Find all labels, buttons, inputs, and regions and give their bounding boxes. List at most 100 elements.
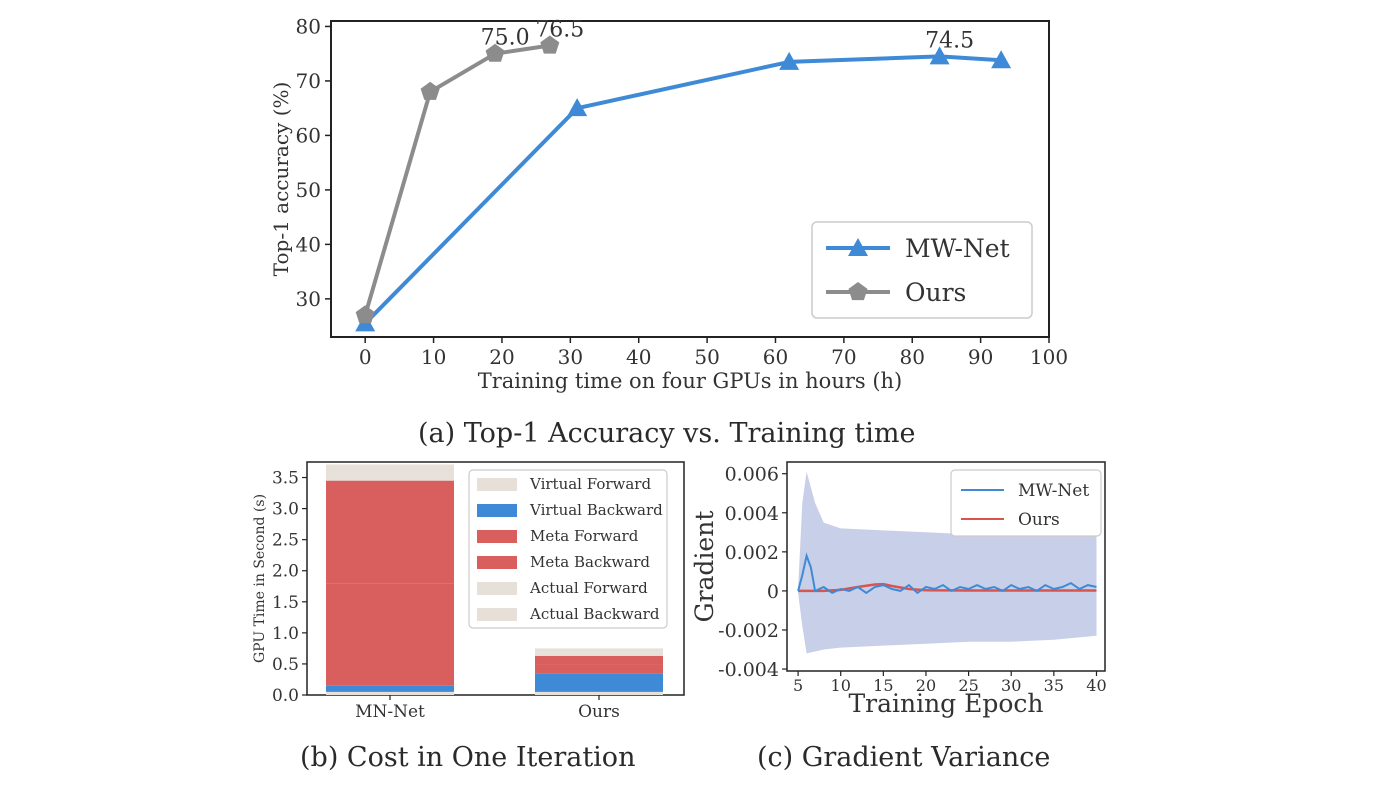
chart-c-xtick-label: 20	[916, 676, 936, 695]
chart-a-xtick-label: 50	[694, 345, 719, 369]
chart-a-ytick-label: 80	[296, 14, 321, 38]
chart-a-frame	[330, 20, 1050, 338]
chart-c-ytick-label: 0.006	[725, 464, 779, 486]
chart-a-ytick-label: 40	[296, 232, 321, 256]
bar-segment-1-2	[535, 664, 663, 674]
legend-label-1: Ours	[905, 278, 966, 307]
bar-segment-1-5	[535, 648, 663, 653]
chart-c-ytick-label: -0.002	[718, 620, 779, 642]
legend-label-2: Meta Forward	[530, 527, 639, 545]
chart-b-ylabel: GPU Time in Second (s)	[252, 494, 268, 663]
series-marker-1	[485, 43, 505, 62]
caption-b: (b) Cost in One Iteration	[300, 742, 636, 773]
chart-b-legend: Virtual Forward Virtual Backward Meta Forw…	[468, 469, 668, 629]
chart-a-ytick-label: 70	[296, 69, 321, 93]
chart-b-ytick-label: 0.0	[272, 686, 299, 706]
chart-a-legend: MW-Net Ours	[811, 221, 1033, 319]
chart-b-xtick-label: Ours	[578, 702, 620, 722]
chart-c-ytick-label: 0.004	[725, 503, 779, 525]
chart-a-xtick-label: 20	[489, 345, 514, 369]
series-line-0	[797, 552, 1097, 595]
chart-a-xtick-label: 0	[359, 345, 372, 369]
chart-c-xtick-label: 15	[873, 676, 893, 695]
chart-a-xtick-label: 30	[558, 345, 583, 369]
legend-swatch-4	[477, 582, 517, 595]
series-line-1	[363, 43, 551, 316]
chart-c-xtick-label: 25	[958, 676, 978, 695]
chart-a-xtick-label: 80	[900, 345, 925, 369]
chart-b-ytick-label: 0.5	[272, 655, 299, 675]
chart-a-xtick-label: 10	[421, 345, 446, 369]
bar-segment-0-1	[326, 685, 454, 692]
chart-a-xtick-label: 40	[626, 345, 651, 369]
legend-label-4: Actual Forward	[529, 579, 648, 597]
chart-c-xtick-label: 30	[1001, 676, 1021, 695]
legend-label-0: MW-Net	[905, 234, 1010, 263]
legend-swatch-5	[477, 608, 517, 621]
legend-label-0: Virtual Forward	[529, 475, 651, 493]
chart-a-annotation: 74.5	[925, 28, 974, 53]
bar-segment-1-3	[535, 655, 663, 665]
legend-swatch-1	[477, 504, 517, 517]
chart-b-ytick-label: 3.5	[272, 469, 299, 489]
series-marker-1	[355, 305, 375, 324]
chart-b-ytick-label: 1.0	[272, 624, 299, 644]
legend-label-0: MW-Net	[1018, 481, 1089, 501]
series-marker-0	[779, 51, 800, 70]
bar-segment-0-0	[326, 691, 454, 695]
chart-a-annotation: 75.0	[481, 26, 530, 51]
legend-label-1: Virtual Backward	[529, 501, 663, 519]
chart-c-variance-band	[798, 471, 1097, 654]
chart-a-accuracy-vs-time: 0 10 20 30 40 50 60 70 80 90 100304050607080Traini…	[269, 14, 1068, 393]
chart-a-xtick-label: 70	[831, 345, 856, 369]
chart-c-xtick-label: 5	[793, 676, 803, 695]
chart-a-xtick-label: 100	[1030, 345, 1068, 369]
chart-c-xtick-label: 40	[1086, 676, 1106, 695]
chart-c-legend: MW-Net Ours	[950, 469, 1102, 537]
chart-a-xtick-label: 90	[968, 345, 993, 369]
series-marker-0	[567, 98, 588, 117]
legend-swatch-0	[477, 478, 517, 491]
chart-a-annotation: 76.5	[535, 18, 584, 43]
chart-b-ytick-label: 3.0	[272, 500, 299, 520]
legend-marker-1	[848, 282, 868, 301]
legend-swatch-2	[477, 530, 517, 543]
series-marker-0	[929, 46, 950, 65]
chart-c-ylabel: Gradient	[690, 511, 719, 623]
chart-a-xtick-label: 60	[763, 345, 788, 369]
bar-segment-0-5	[326, 464, 454, 473]
chart-c-gradient-variance: 5 10 15 20 25 30 35 40 -0.004 -0.002 0 0.002 0.004 0.…	[690, 461, 1107, 718]
chart-c-frame	[786, 461, 1106, 672]
legend-label-5: Actual Backward	[529, 605, 660, 623]
chart-c-xtick-label: 35	[1044, 676, 1064, 695]
series-marker-1	[540, 35, 560, 54]
chart-b-ytick-label: 1.5	[272, 593, 299, 613]
chart-a-ytick-label: 60	[296, 123, 321, 147]
chart-a-ytick-label: 30	[296, 287, 321, 311]
chart-c-ytick-label: 0.002	[725, 542, 779, 564]
bar-segment-0-3	[326, 480, 454, 584]
legend-label-1: Ours	[1018, 510, 1060, 530]
legend-marker-0	[848, 238, 868, 256]
chart-a-xlabel: Training time on four GPUs in hours (h)	[478, 369, 903, 393]
chart-a-ytick-label: 50	[296, 178, 321, 202]
bar-segment-1-4	[535, 652, 663, 656]
chart-b-frame	[306, 461, 685, 696]
chart-b-legend-box	[468, 469, 668, 629]
chart-c-ytick-label: 0	[767, 581, 779, 603]
bar-segment-1-0	[535, 691, 663, 695]
bar-segment-0-2	[326, 583, 454, 686]
caption-a: (a) Top-1 Accuracy vs. Training time	[418, 418, 916, 449]
series-marker-0	[991, 50, 1012, 69]
caption-c: (c) Gradient Variance	[757, 742, 1051, 773]
legend-label-3: Meta Backward	[530, 553, 650, 571]
chart-c-xlabel: Training Epoch	[848, 689, 1043, 718]
bar-segment-1-1	[535, 673, 663, 692]
chart-b-xtick-label: MN-Net	[355, 702, 425, 722]
bar-segment-0-4	[326, 472, 454, 481]
series-marker-1	[420, 81, 440, 100]
chart-c-xtick-label: 10	[831, 676, 851, 695]
legend-swatch-3	[477, 556, 517, 569]
